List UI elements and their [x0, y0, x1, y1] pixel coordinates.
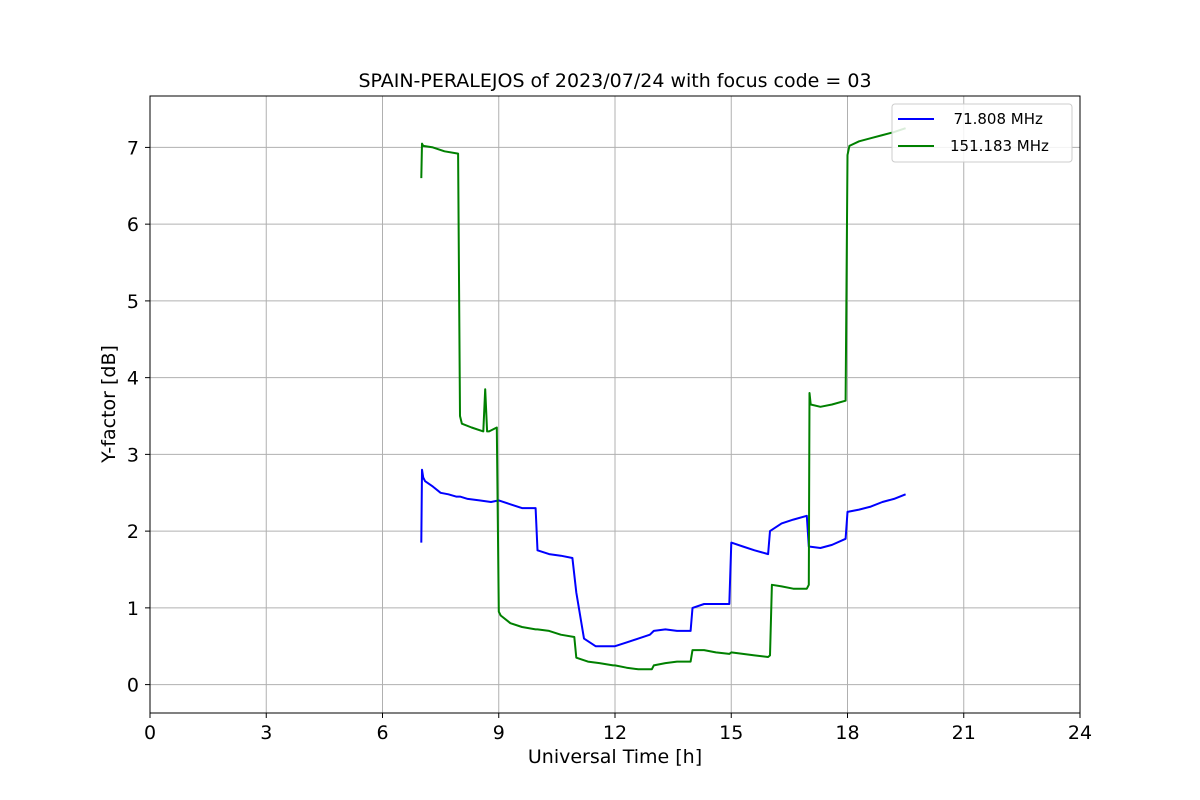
series-line-71-808-mhz	[420, 468, 906, 648]
x-tick-label: 21	[952, 722, 976, 744]
x-tick-label: 24	[1068, 722, 1092, 744]
legend-label-151-183-mhz: 151.183 MHz	[950, 137, 1049, 155]
series-layer	[420, 127, 906, 671]
series-line-151-183-mhz	[420, 127, 906, 671]
y-tick-label: 4	[127, 368, 139, 390]
x-tick-label: 12	[603, 722, 627, 744]
x-tick-label: 3	[260, 722, 272, 744]
y-tick-label: 7	[127, 137, 139, 159]
legend: 71.808 MHz 151.183 MHz	[891, 103, 1073, 163]
y-tick-label: 3	[127, 444, 139, 466]
y-tick-label: 0	[127, 675, 139, 697]
y-tick-label: 1	[127, 598, 139, 620]
y-axis-ticks: 0 1 2 3 4 5 6 7	[127, 137, 150, 697]
legend-label-71-808-mhz: 71.808 MHz	[944, 110, 1043, 128]
y-tick-label: 2	[127, 521, 139, 543]
x-tick-label: 15	[719, 722, 743, 744]
chart-title: SPAIN-PERALEJOS of 2023/07/24 with focus…	[358, 70, 871, 92]
x-tick-label: 18	[835, 722, 859, 744]
x-tick-label: 0	[144, 722, 156, 744]
legend-box	[891, 103, 1073, 163]
x-tick-label: 6	[376, 722, 388, 744]
y-tick-label: 5	[127, 291, 139, 313]
x-axis-label: Universal Time [h]	[528, 746, 702, 768]
y-tick-label: 6	[127, 214, 139, 236]
x-tick-label: 9	[493, 722, 505, 744]
y-axis-label: Y-factor [dB]	[98, 345, 120, 464]
x-axis-ticks: 0 3 6 9 12 15 18 21 24	[144, 713, 1092, 744]
